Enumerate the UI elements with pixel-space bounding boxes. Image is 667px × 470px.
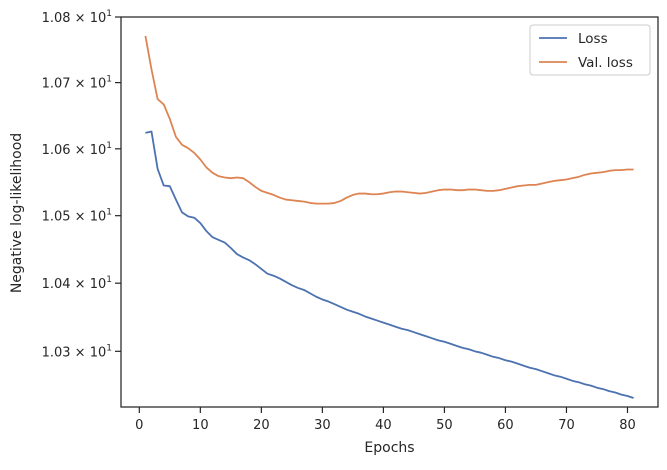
- x-tick-label: 80: [619, 418, 636, 433]
- x-tick-label: 40: [375, 418, 392, 433]
- x-tick-label: 0: [135, 418, 143, 433]
- y-tick-label: 1.07 × 101: [42, 75, 112, 92]
- x-tick-label: 70: [558, 418, 575, 433]
- series-layer: [144, 35, 634, 399]
- y-tick-exponent: 1: [106, 343, 112, 353]
- y-tick-mantissa: 1.06 × 10: [42, 143, 107, 158]
- x-tick-label: 50: [436, 418, 453, 433]
- y-tick-label: 1.04 × 101: [42, 275, 112, 292]
- series-line-val-loss: [144, 35, 634, 205]
- legend: Loss Val. loss: [529, 24, 651, 76]
- y-tick-label: 1.03 × 101: [42, 343, 112, 360]
- x-tick-label: 60: [497, 418, 514, 433]
- y-tick-mantissa: 1.08 × 10: [42, 11, 107, 26]
- y-axis-label: Negative log-likelihood: [9, 133, 25, 293]
- series-line-loss: [145, 130, 634, 399]
- legend-label: Loss: [578, 31, 608, 47]
- y-tick-mantissa: 1.07 × 10: [42, 77, 107, 92]
- y-tick-label: 1.05 × 101: [42, 208, 112, 225]
- legend-label: Val. loss: [578, 55, 633, 71]
- y-tick-exponent: 1: [106, 75, 112, 85]
- plot-frame: [120, 16, 659, 408]
- y-tick-label: 1.08 × 101: [42, 9, 112, 26]
- y-tick-exponent: 1: [106, 275, 112, 285]
- x-tick-label: 30: [314, 418, 331, 433]
- x-tick-label: 10: [192, 418, 209, 433]
- y-tick-mantissa: 1.04 × 10: [42, 277, 107, 292]
- y-tick-label: 1.06 × 101: [42, 141, 112, 158]
- y-tick-mantissa: 1.05 × 10: [42, 210, 107, 225]
- x-tick-label: 20: [253, 418, 270, 433]
- y-tick-exponent: 1: [106, 141, 112, 151]
- y-tick-mantissa: 1.03 × 10: [42, 345, 107, 360]
- x-axis-label: Epochs: [364, 440, 414, 456]
- x-axis: 0 10 20 30 40 50 60 70 80: [135, 407, 636, 433]
- plot-area: [120, 16, 659, 408]
- y-tick-exponent: 1: [106, 9, 112, 19]
- y-tick-exponent: 1: [106, 208, 112, 218]
